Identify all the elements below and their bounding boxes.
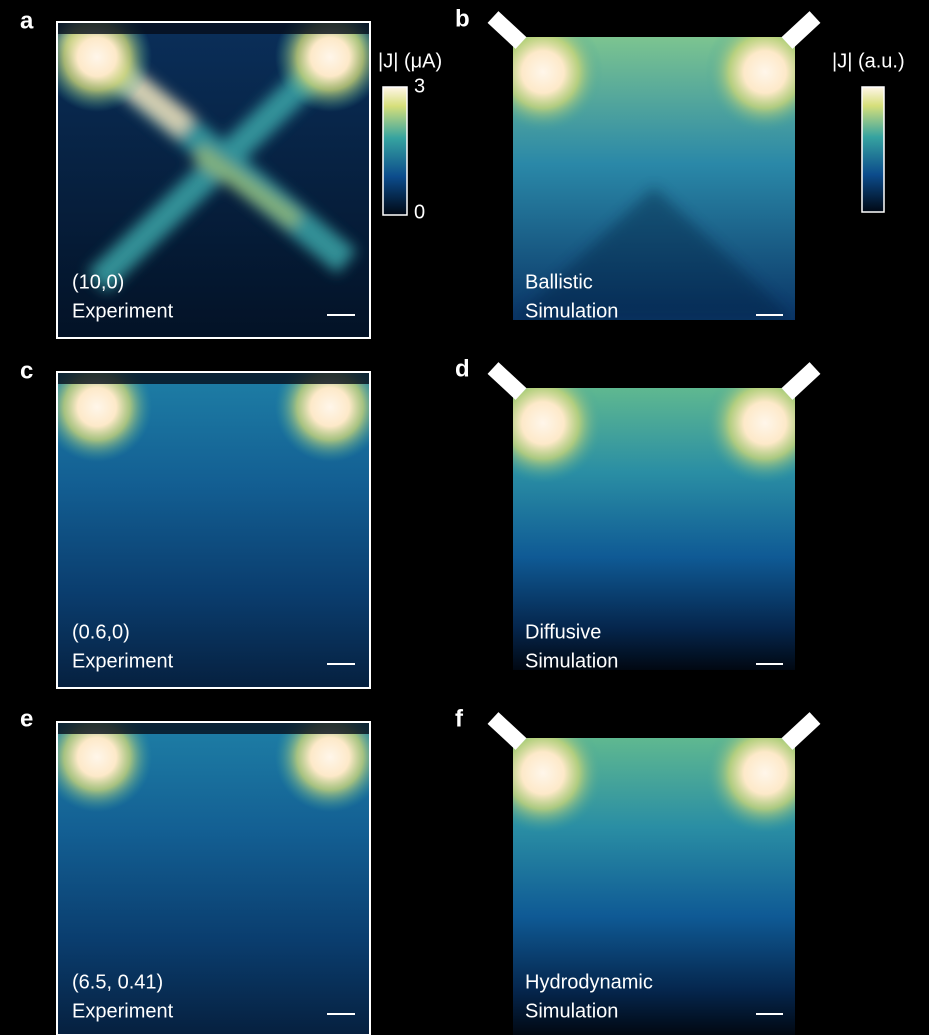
figure: |J| (μA) 3 0 |J| (a.u.) a (10,0) Experimen…: [0, 0, 929, 1035]
top-band: [57, 722, 370, 734]
hot-spot: [42, 352, 152, 462]
colorbar-min: 0: [414, 201, 425, 223]
panel: b Ballistic Simulation: [455, 5, 825, 322]
top-band: [57, 22, 370, 34]
panel-label: Simulation: [525, 1000, 618, 1022]
panel-label: Experiment: [72, 300, 174, 322]
colorbar: [383, 87, 407, 215]
panel-label: Diffusive: [525, 621, 601, 643]
lead: [787, 17, 815, 43]
hot-spot: [275, 2, 385, 112]
lead: [493, 17, 521, 43]
panel-label: Simulation: [525, 650, 618, 672]
panel-label: (10,0): [72, 271, 124, 293]
hot-spot: [275, 352, 385, 462]
panel-label: Ballistic: [525, 271, 593, 293]
panel-letter: b: [455, 5, 470, 32]
colorbar-label: |J| (μA): [378, 50, 442, 72]
panel-label: Experiment: [72, 1000, 174, 1022]
lead: [493, 718, 521, 744]
panel: e (6.5, 0.41) Experiment: [20, 702, 385, 1035]
panel-label: Simulation: [525, 300, 618, 322]
hot-spot: [275, 702, 385, 812]
panel-label: (6.5, 0.41): [72, 971, 163, 993]
body: |J| (μA) 3 0 |J| (a.u.) a (10,0) Experimen…: [0, 0, 929, 1035]
panel: d Diffusive Simulation: [455, 355, 825, 672]
panel-letter: e: [20, 705, 33, 732]
hot-spot: [42, 702, 152, 812]
top-band: [57, 372, 370, 384]
colorbar: [862, 87, 884, 212]
page: {"panels": [ {"letter": "a", "line1": "(…: [0, 0, 929, 1035]
panel: a (10,0) Experiment: [20, 2, 385, 338]
panel-label: Hydrodynamic: [525, 971, 653, 993]
lead: [787, 368, 815, 394]
colorbar-label: |J| (a.u.): [832, 50, 905, 72]
hot-spot: [42, 2, 152, 112]
panel-letter: a: [20, 7, 34, 34]
panel-letter: d: [455, 355, 470, 382]
lead: [787, 718, 815, 744]
panel-label: (0.6,0): [72, 621, 130, 643]
panel: f Hydrodynamic Simulation: [455, 705, 825, 1035]
colorbar-max: 3: [414, 75, 425, 97]
panel: c (0.6,0) Experiment: [20, 352, 385, 688]
panel-letter: c: [20, 357, 33, 384]
panel-letter: f: [455, 705, 464, 732]
panel-label: Experiment: [72, 650, 174, 672]
lead: [493, 368, 521, 394]
